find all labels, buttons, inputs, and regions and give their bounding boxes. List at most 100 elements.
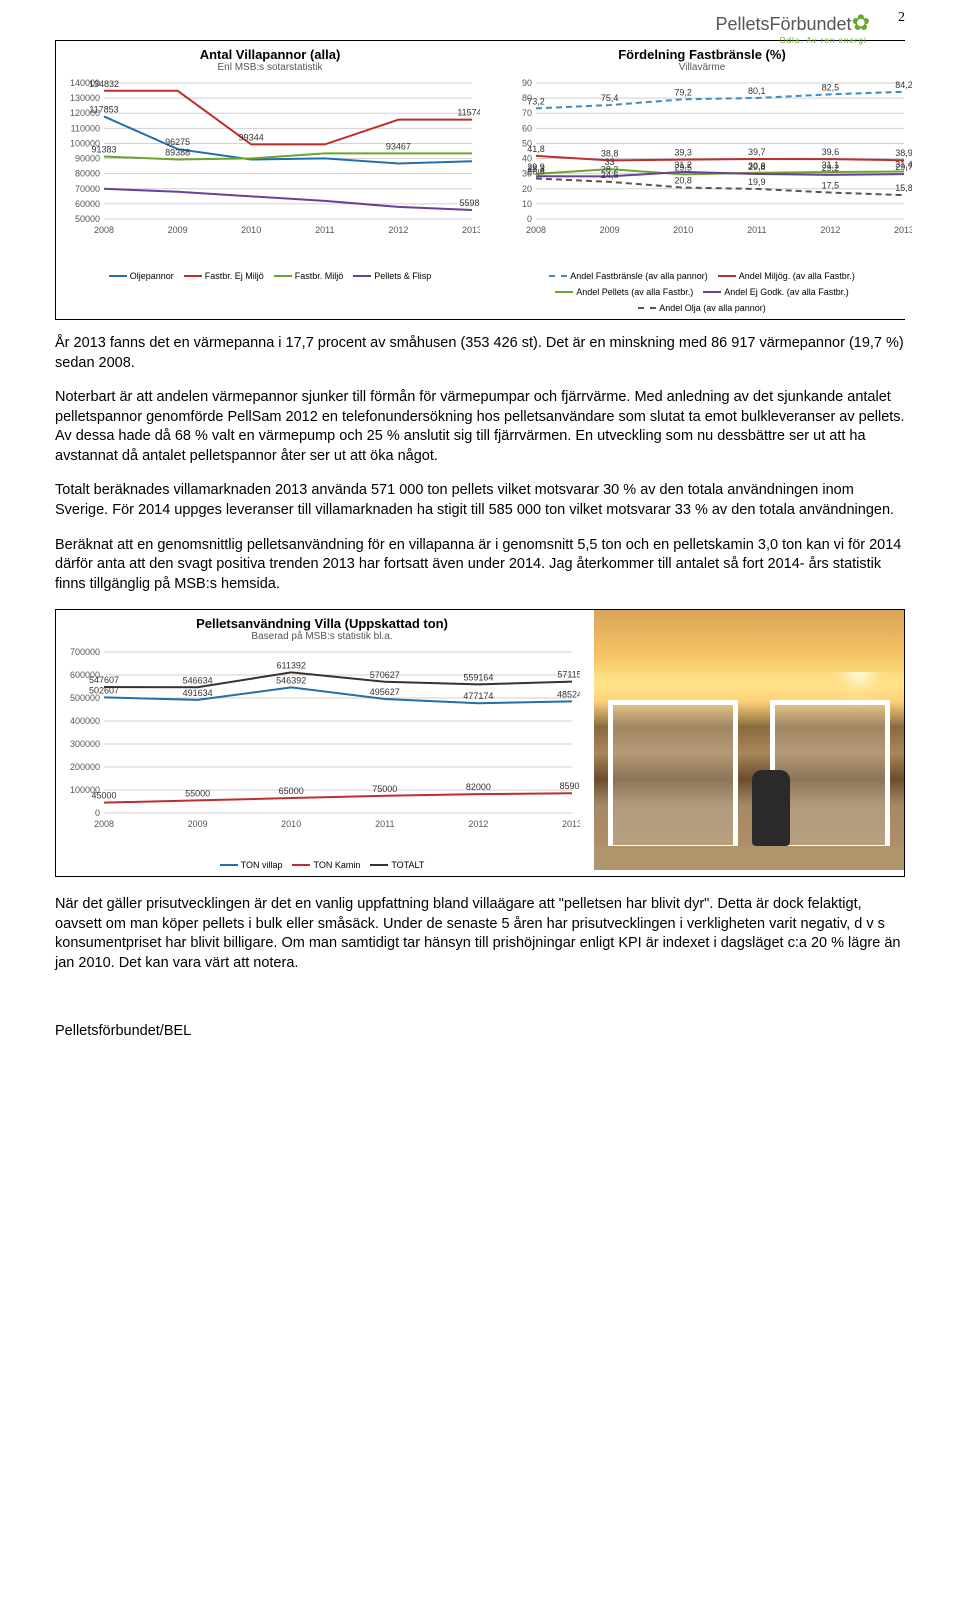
svg-text:2010: 2010	[241, 225, 261, 235]
svg-text:38,9: 38,9	[895, 148, 912, 158]
svg-text:29,7: 29,7	[895, 162, 912, 172]
svg-text:2011: 2011	[375, 819, 394, 829]
svg-text:99344: 99344	[239, 132, 264, 142]
svg-text:700000: 700000	[70, 647, 100, 657]
svg-text:2011: 2011	[315, 225, 334, 235]
svg-text:134832: 134832	[89, 79, 119, 89]
svg-text:570627: 570627	[370, 670, 400, 680]
svg-text:82000: 82000	[466, 782, 491, 792]
svg-text:39,7: 39,7	[748, 147, 766, 157]
svg-text:0: 0	[95, 808, 100, 818]
svg-text:2012: 2012	[820, 225, 840, 235]
svg-text:200000: 200000	[70, 762, 100, 772]
svg-text:400000: 400000	[70, 716, 100, 726]
svg-text:611392: 611392	[277, 661, 306, 671]
svg-text:495627: 495627	[370, 687, 400, 697]
svg-text:491634: 491634	[183, 688, 213, 698]
svg-text:84,2: 84,2	[895, 80, 912, 90]
svg-text:571157: 571157	[557, 670, 580, 680]
svg-text:93467: 93467	[386, 141, 411, 151]
svg-text:2009: 2009	[168, 225, 188, 235]
svg-text:20,8: 20,8	[674, 176, 692, 186]
svg-text:547607: 547607	[89, 675, 119, 685]
svg-text:2013: 2013	[462, 225, 480, 235]
chart3-title: Pelletsanvändning Villa (Uppskattad ton)	[60, 616, 584, 631]
svg-text:26,8: 26,8	[527, 167, 545, 177]
svg-text:39,3: 39,3	[674, 148, 692, 158]
svg-text:2010: 2010	[281, 819, 301, 829]
chart2-title: Fördelning Fastbränsle (%)	[492, 47, 912, 62]
svg-text:90: 90	[522, 78, 532, 88]
svg-text:2009: 2009	[600, 225, 620, 235]
chart-pelletsanv: Pelletsanvändning Villa (Uppskattad ton)…	[56, 610, 588, 876]
svg-text:55000: 55000	[185, 789, 210, 799]
svg-text:89388: 89388	[165, 147, 190, 157]
svg-text:75000: 75000	[372, 784, 397, 794]
svg-text:559164: 559164	[463, 673, 493, 683]
para-2: Noterbart är att andelen värmepannor sju…	[55, 388, 905, 466]
stove-photo	[594, 610, 904, 870]
mid-row: Pelletsanvändning Villa (Uppskattad ton)…	[55, 609, 905, 877]
svg-text:2008: 2008	[526, 225, 546, 235]
svg-text:546634: 546634	[183, 675, 213, 685]
chart3-legend: TON villapTON KaminTOTALT	[60, 856, 584, 874]
svg-text:41,8: 41,8	[527, 144, 545, 154]
svg-text:91383: 91383	[91, 144, 116, 154]
svg-text:60000: 60000	[75, 199, 100, 209]
svg-text:20: 20	[522, 184, 532, 194]
svg-text:2009: 2009	[188, 819, 208, 829]
chart1-subtitle: Enl MSB:s sotarstatistik	[60, 62, 480, 73]
svg-text:50000: 50000	[75, 214, 100, 224]
svg-text:79,2: 79,2	[674, 87, 692, 97]
logo-brand: PelletsFörbundet✿	[715, 10, 870, 36]
svg-text:2012: 2012	[468, 819, 488, 829]
para-3: Totalt beräknades villamarknaden 2013 an…	[55, 481, 905, 520]
svg-text:117853: 117853	[89, 104, 118, 114]
svg-text:485249: 485249	[557, 690, 580, 700]
para-4: Beräknat att en genomsnittlig pelletsanv…	[55, 536, 905, 595]
svg-text:115744: 115744	[457, 108, 480, 118]
svg-text:300000: 300000	[70, 739, 100, 749]
svg-text:70: 70	[522, 108, 532, 118]
svg-text:19,9: 19,9	[748, 177, 766, 187]
svg-text:15,8: 15,8	[895, 183, 912, 193]
svg-text:130000: 130000	[70, 93, 100, 103]
svg-text:39,6: 39,6	[822, 147, 840, 157]
svg-text:60: 60	[522, 123, 532, 133]
svg-text:45000: 45000	[91, 791, 116, 801]
svg-text:80,1: 80,1	[748, 86, 766, 96]
svg-text:17,5: 17,5	[822, 181, 840, 191]
chart2-legend: Andel Fastbränsle (av alla pannor)Andel …	[492, 267, 912, 317]
svg-text:29,8: 29,8	[748, 162, 766, 172]
svg-text:10: 10	[522, 199, 532, 209]
svg-text:29,2: 29,2	[822, 163, 840, 173]
svg-text:80000: 80000	[75, 169, 100, 179]
svg-text:2011: 2011	[747, 225, 766, 235]
chart2-subtitle: Villavärme	[492, 62, 912, 73]
svg-text:24,6: 24,6	[601, 170, 619, 180]
para-5: När det gäller prisutvecklingen är det e…	[55, 895, 905, 973]
svg-text:2008: 2008	[94, 225, 114, 235]
svg-text:2013: 2013	[894, 225, 912, 235]
chart1-legend: OljepannorFastbr. Ej MiljöFastbr. MiljöP…	[60, 267, 480, 285]
svg-text:96275: 96275	[165, 137, 190, 147]
svg-text:70000: 70000	[75, 184, 100, 194]
footer: Pelletsförbundet/BEL	[55, 1023, 905, 1039]
svg-text:546392: 546392	[276, 676, 306, 686]
svg-text:0: 0	[527, 214, 532, 224]
logo: PelletsFörbundet✿ Odla. Av ren energi.	[715, 10, 870, 45]
page-number: 2	[898, 10, 905, 26]
svg-text:65000: 65000	[279, 786, 304, 796]
svg-text:73,2: 73,2	[527, 96, 545, 106]
chart-fordel: Fördelning Fastbränsle (%) Villavärme 0 1…	[488, 41, 916, 319]
svg-text:477174: 477174	[463, 691, 493, 701]
logo-tagline: Odla. Av ren energi.	[779, 36, 870, 45]
svg-text:2012: 2012	[388, 225, 408, 235]
svg-text:90000: 90000	[75, 154, 100, 164]
chart-villapannor: Antal Villapannor (alla) Enl MSB:s sotar…	[56, 41, 484, 319]
para-1: År 2013 fanns det en värmepanna i 17,7 p…	[55, 334, 905, 373]
svg-text:55988: 55988	[459, 198, 480, 208]
svg-text:85908: 85908	[559, 781, 580, 791]
chart3-subtitle: Baserad på MSB:s statistik bl.a.	[60, 631, 584, 642]
svg-text:82,5: 82,5	[822, 82, 840, 92]
